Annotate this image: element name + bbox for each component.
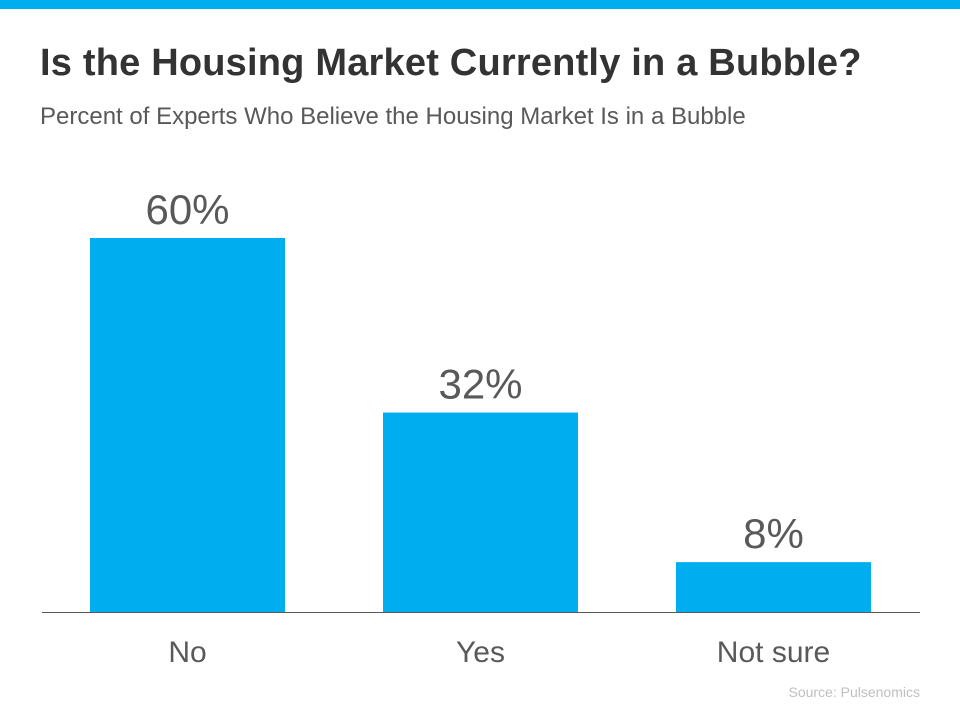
category-label: Yes xyxy=(456,636,505,669)
bar-no xyxy=(90,238,285,612)
bar-yes xyxy=(383,412,578,612)
category-label: Not sure xyxy=(717,636,830,669)
bar-not-sure xyxy=(676,562,871,612)
chart-title: Is the Housing Market Currently in a Bub… xyxy=(40,42,862,84)
value-label: 32% xyxy=(438,361,522,408)
chart-subtitle: Percent of Experts Who Believe the Housi… xyxy=(40,103,746,130)
top-accent-bar xyxy=(0,0,960,9)
category-label: No xyxy=(168,636,206,669)
source-note: Source: Pulsenomics xyxy=(788,684,920,700)
value-label: 60% xyxy=(145,186,229,233)
value-label: 8% xyxy=(743,510,804,557)
